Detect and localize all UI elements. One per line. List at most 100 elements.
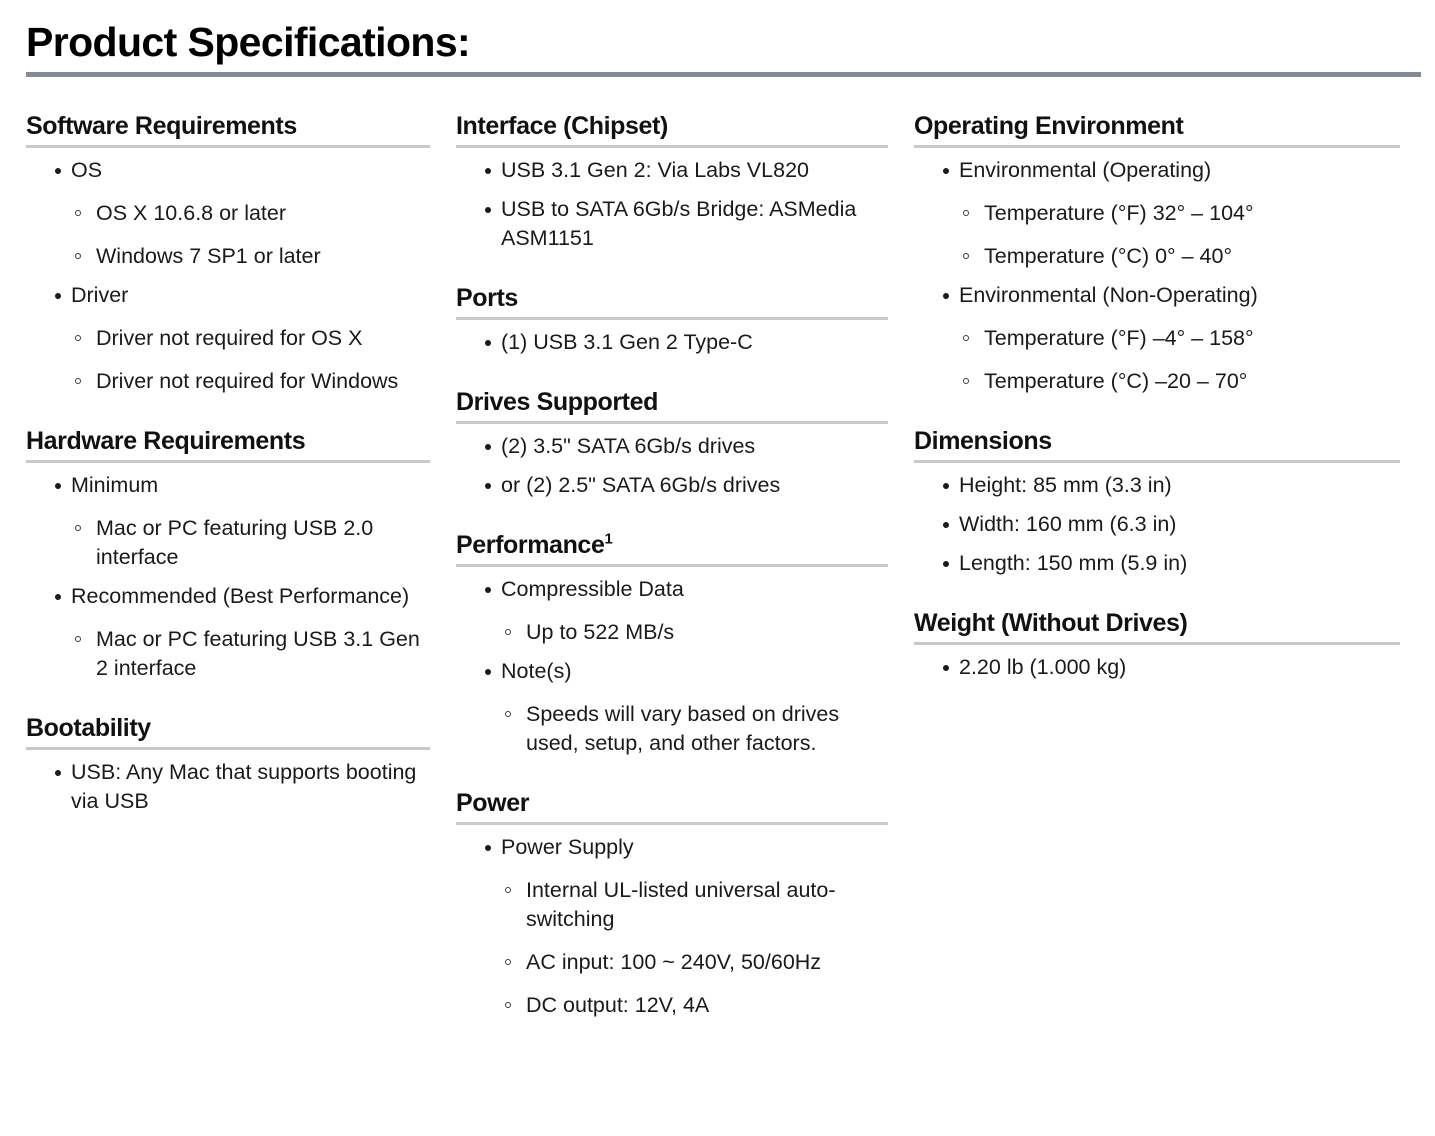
bullet-disc-icon [943, 168, 949, 174]
spec-list: USB 3.1 Gen 2: Via Labs VL820 USB to SATA… [456, 156, 888, 253]
list-item: USB to SATA 6Gb/s Bridge: ASMedia ASM115… [456, 195, 888, 253]
section-heading-label: Software Requirements [26, 112, 297, 140]
sub-list-item: Temperature (°F) –4° – 158° [959, 324, 1400, 353]
list-item-label: Note(s) [501, 659, 572, 683]
list-item-label: or (2) 2.5" SATA 6Gb/s drives [501, 473, 781, 497]
bullet-circle-icon [75, 636, 81, 642]
section-operating-environment: Operating Environment Environmental (Oper… [914, 111, 1400, 396]
spec-list: (2) 3.5" SATA 6Gb/s drives or (2) 2.5" SA… [456, 432, 888, 500]
section-divider [914, 145, 1400, 148]
page-title: Product Specifications: [26, 19, 471, 65]
spec-sublist: Internal UL-listed universal auto-switch… [501, 876, 888, 1020]
bullet-circle-icon [505, 629, 511, 635]
list-item: (2) 3.5" SATA 6Gb/s drives [456, 432, 888, 461]
spec-list: 2.20 lb (1.000 kg) [914, 653, 1400, 682]
bullet-disc-icon [55, 293, 61, 299]
bullet-disc-icon [943, 522, 949, 528]
sub-list-item: Speeds will vary based on drives used, s… [501, 700, 888, 758]
section-heading: Software Requirements [26, 111, 430, 145]
list-item-label: Compressible Data [501, 577, 684, 601]
sub-list-item: Up to 522 MB/s [501, 618, 888, 647]
column-left: Software Requirements OS OS X 10.6.8 or la… [0, 111, 456, 816]
spec-list: Compressible Data Up to 522 MB/s Note(s) Sp… [456, 575, 888, 758]
list-item-label: (1) USB 3.1 Gen 2 Type-C [501, 330, 753, 354]
section-heading: Drives Supported [456, 387, 888, 421]
list-item-label: USB: Any Mac that supports booting via U… [71, 760, 417, 813]
spec-list: (1) USB 3.1 Gen 2 Type-C [456, 328, 888, 357]
bullet-disc-icon [943, 483, 949, 489]
bullet-circle-icon [75, 378, 81, 384]
column-middle: Interface (Chipset) USB 3.1 Gen 2: Via La… [456, 111, 914, 1020]
section-divider [914, 642, 1400, 645]
section-heading: Power [456, 788, 888, 822]
list-item-label: USB to SATA 6Gb/s Bridge: ASMedia ASM115… [501, 197, 857, 250]
sub-list-item: Driver not required for Windows [71, 367, 430, 396]
section-divider [456, 564, 888, 567]
section-bootability: Bootability USB: Any Mac that supports bo… [26, 713, 430, 816]
section-heading-label: Ports [456, 284, 518, 312]
bullet-circle-icon [963, 378, 969, 384]
bullet-disc-icon [485, 483, 491, 489]
list-item-label: Driver [71, 283, 129, 307]
sub-list-item-label: AC input: 100 ~ 240V, 50/60Hz [526, 950, 822, 974]
list-item: USB 3.1 Gen 2: Via Labs VL820 [456, 156, 888, 185]
list-item: Note(s) Speeds will vary based on drives … [456, 657, 888, 758]
section-heading-label: Power [456, 789, 530, 817]
section-power: Power Power Supply Internal UL-listed univ… [456, 788, 888, 1020]
list-item: Recommended (Best Performance) Mac or PC … [26, 582, 430, 683]
section-dimensions: Dimensions Height: 85 mm (3.3 in) Width: 1… [914, 426, 1400, 578]
section-heading-label: Bootability [26, 714, 151, 742]
sub-list-item: Mac or PC featuring USB 2.0 interface [71, 514, 430, 572]
spec-sublist: Mac or PC featuring USB 2.0 interface [71, 514, 430, 572]
sub-list-item-label: Temperature (°F) –4° – 158° [984, 326, 1254, 350]
list-item-label: Height: 85 mm (3.3 in) [959, 473, 1172, 497]
bullet-circle-icon [505, 887, 511, 893]
sub-list-item-label: Driver not required for Windows [96, 369, 399, 393]
bullet-disc-icon [485, 207, 491, 213]
list-item: Power Supply Internal UL-listed universal… [456, 833, 888, 1020]
spec-list: OS OS X 10.6.8 or later Windows 7 SP1 or l… [26, 156, 430, 396]
list-item: Width: 160 mm (6.3 in) [914, 510, 1400, 539]
bullet-circle-icon [75, 335, 81, 341]
list-item: Height: 85 mm (3.3 in) [914, 471, 1400, 500]
spec-sublist: Temperature (°F) 32° – 104° Temperature (… [959, 199, 1400, 271]
sub-list-item: Mac or PC featuring USB 3.1 Gen 2 interf… [71, 625, 430, 683]
bullet-disc-icon [55, 168, 61, 174]
list-item: Compressible Data Up to 522 MB/s [456, 575, 888, 647]
section-heading-label: Operating Environment [914, 112, 1184, 140]
section-weight-without-drives: Weight (Without Drives) 2.20 lb (1.000 kg… [914, 608, 1400, 682]
list-item: 2.20 lb (1.000 kg) [914, 653, 1400, 682]
sub-list-item: Internal UL-listed universal auto-switch… [501, 876, 888, 934]
spec-sublist: Driver not required for OS X Driver not r… [71, 324, 430, 396]
list-item-label: 2.20 lb (1.000 kg) [959, 655, 1127, 679]
section-divider [456, 822, 888, 825]
sub-list-item: Temperature (°C) –20 – 70° [959, 367, 1400, 396]
section-ports: Ports (1) USB 3.1 Gen 2 Type-C [456, 283, 888, 357]
sub-list-item-label: Mac or PC featuring USB 2.0 interface [96, 516, 374, 569]
bullet-disc-icon [943, 293, 949, 299]
bullet-disc-icon [485, 444, 491, 450]
sub-list-item-label: Temperature (°C) –20 – 70° [984, 369, 1248, 393]
list-item: Length: 150 mm (5.9 in) [914, 549, 1400, 578]
bullet-circle-icon [75, 210, 81, 216]
list-item: Environmental (Non-Operating) Temperature… [914, 281, 1400, 396]
bullet-disc-icon [485, 587, 491, 593]
bullet-disc-icon [55, 594, 61, 600]
list-item-label: Environmental (Non-Operating) [959, 283, 1258, 307]
section-interface-chipset: Interface (Chipset) USB 3.1 Gen 2: Via La… [456, 111, 888, 253]
sub-list-item: OS X 10.6.8 or later [71, 199, 430, 228]
list-item-label: USB 3.1 Gen 2: Via Labs VL820 [501, 158, 809, 182]
bullet-circle-icon [505, 1002, 511, 1008]
list-item: OS OS X 10.6.8 or later Windows 7 SP1 or l… [26, 156, 430, 271]
section-divider [26, 460, 430, 463]
sub-list-item-label: Internal UL-listed universal auto-switch… [526, 878, 836, 931]
sub-list-item-label: Temperature (°F) 32° – 104° [984, 201, 1254, 225]
bullet-circle-icon [505, 959, 511, 965]
section-hardware-requirements: Hardware Requirements Minimum Mac or PC fe… [26, 426, 430, 683]
section-heading: Bootability [26, 713, 430, 747]
section-heading-label: Dimensions [914, 427, 1052, 455]
spec-list: Minimum Mac or PC featuring USB 2.0 inter… [26, 471, 430, 683]
bullet-disc-icon [485, 669, 491, 675]
list-item-label: Power Supply [501, 835, 634, 859]
